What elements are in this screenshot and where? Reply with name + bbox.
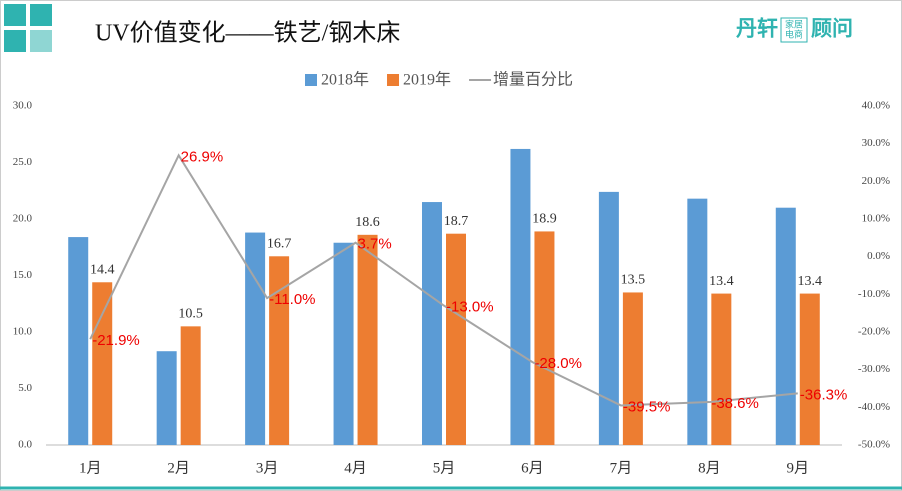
x-tick-label: 1月	[79, 460, 102, 476]
deco	[30, 4, 52, 26]
bar	[622, 292, 643, 445]
bar	[269, 256, 290, 445]
bar	[799, 293, 820, 445]
legend-swatch	[387, 74, 400, 86]
y-tick-label: 25.0	[13, 156, 33, 168]
y2-tick-label: 10.0%	[862, 213, 890, 225]
legend-label: 2019年	[403, 71, 451, 89]
x-tick-label: 9月	[787, 460, 810, 476]
legend-label: 2018年	[321, 71, 369, 89]
bar	[534, 231, 555, 445]
data-label: 18.6	[355, 215, 380, 230]
line	[89, 153, 798, 407]
x-tick-label: 8月	[698, 460, 721, 476]
bar	[598, 191, 619, 445]
bar	[180, 326, 201, 445]
y2-tick-label: -30.0%	[858, 363, 890, 375]
data-label: 26.9%	[181, 148, 224, 165]
logo-box	[780, 17, 808, 43]
bar	[333, 242, 354, 445]
logo: 丹轩 家居 电商 顾问	[736, 17, 853, 43]
bar	[68, 237, 89, 445]
y2-tick-label: -40.0%	[858, 401, 890, 413]
bar	[245, 232, 266, 445]
data-label: -36.3%	[800, 386, 848, 403]
legend-swatch	[305, 74, 317, 86]
data-label: 18.9	[532, 212, 557, 227]
deco	[30, 30, 52, 52]
x-tick-label: 3月	[256, 460, 279, 476]
data-label: 13.4	[798, 274, 823, 289]
x-tick-label: 4月	[344, 460, 367, 476]
y2-tick-label: -10.0%	[858, 288, 890, 300]
logo-text: 顾问	[811, 18, 853, 41]
legend-label: 增量百分比	[493, 71, 573, 89]
data-label: 13.4	[709, 274, 734, 289]
y-tick-label: 20.0	[13, 213, 33, 225]
x-tick-label: 2月	[167, 460, 190, 476]
data-label: -39.5%	[623, 398, 671, 415]
data-label: -13.0%	[446, 299, 494, 316]
logo-box-text: 电商	[785, 28, 803, 39]
bar	[775, 207, 796, 445]
logo-box-text: 家居	[785, 18, 803, 29]
bar	[92, 282, 113, 445]
bar	[510, 148, 531, 445]
logo-text: 丹轩	[736, 17, 778, 41]
data-label: 10.5	[178, 307, 203, 322]
y2-tick-label: 30.0%	[862, 137, 890, 149]
bar	[711, 293, 732, 445]
data-label: 13.5	[621, 273, 646, 288]
data-label: 18.7	[444, 214, 469, 229]
y2-tick-label: 40.0%	[862, 100, 890, 112]
y2-tick-label: 0.0%	[867, 250, 890, 262]
x-tick-label: 6月	[521, 460, 544, 476]
x-tick-label: 7月	[610, 460, 633, 476]
y2-tick-label: -20.0%	[858, 326, 890, 338]
bar	[156, 351, 177, 445]
y-tick-label: 5.0	[18, 382, 32, 394]
data-label: -28.0%	[534, 355, 582, 372]
bar	[687, 198, 708, 445]
data-label: -38.6%	[711, 395, 759, 412]
y-tick-label: 30.0	[13, 100, 33, 112]
bar	[422, 202, 442, 445]
y2-tick-label: 20.0%	[862, 175, 890, 187]
y-tick-label: 0.0	[18, 439, 32, 451]
data-label: -11.0%	[269, 291, 315, 308]
bar	[446, 233, 466, 445]
chart-title: UV价值变化——铁艺/钢木床	[95, 20, 400, 47]
data-label: 14.4	[90, 262, 115, 277]
bar	[357, 234, 378, 445]
data-label: 16.7	[267, 237, 292, 252]
x-tick-label: 5月	[433, 460, 456, 476]
y-tick-label: 15.0	[13, 269, 33, 281]
y2-tick-label: -50.0%	[858, 439, 890, 451]
y-tick-label: 10.0	[13, 326, 33, 338]
data-label: -21.9%	[92, 332, 140, 349]
deco	[4, 30, 26, 52]
deco	[4, 4, 26, 26]
data-label: 3.7%	[358, 236, 392, 253]
